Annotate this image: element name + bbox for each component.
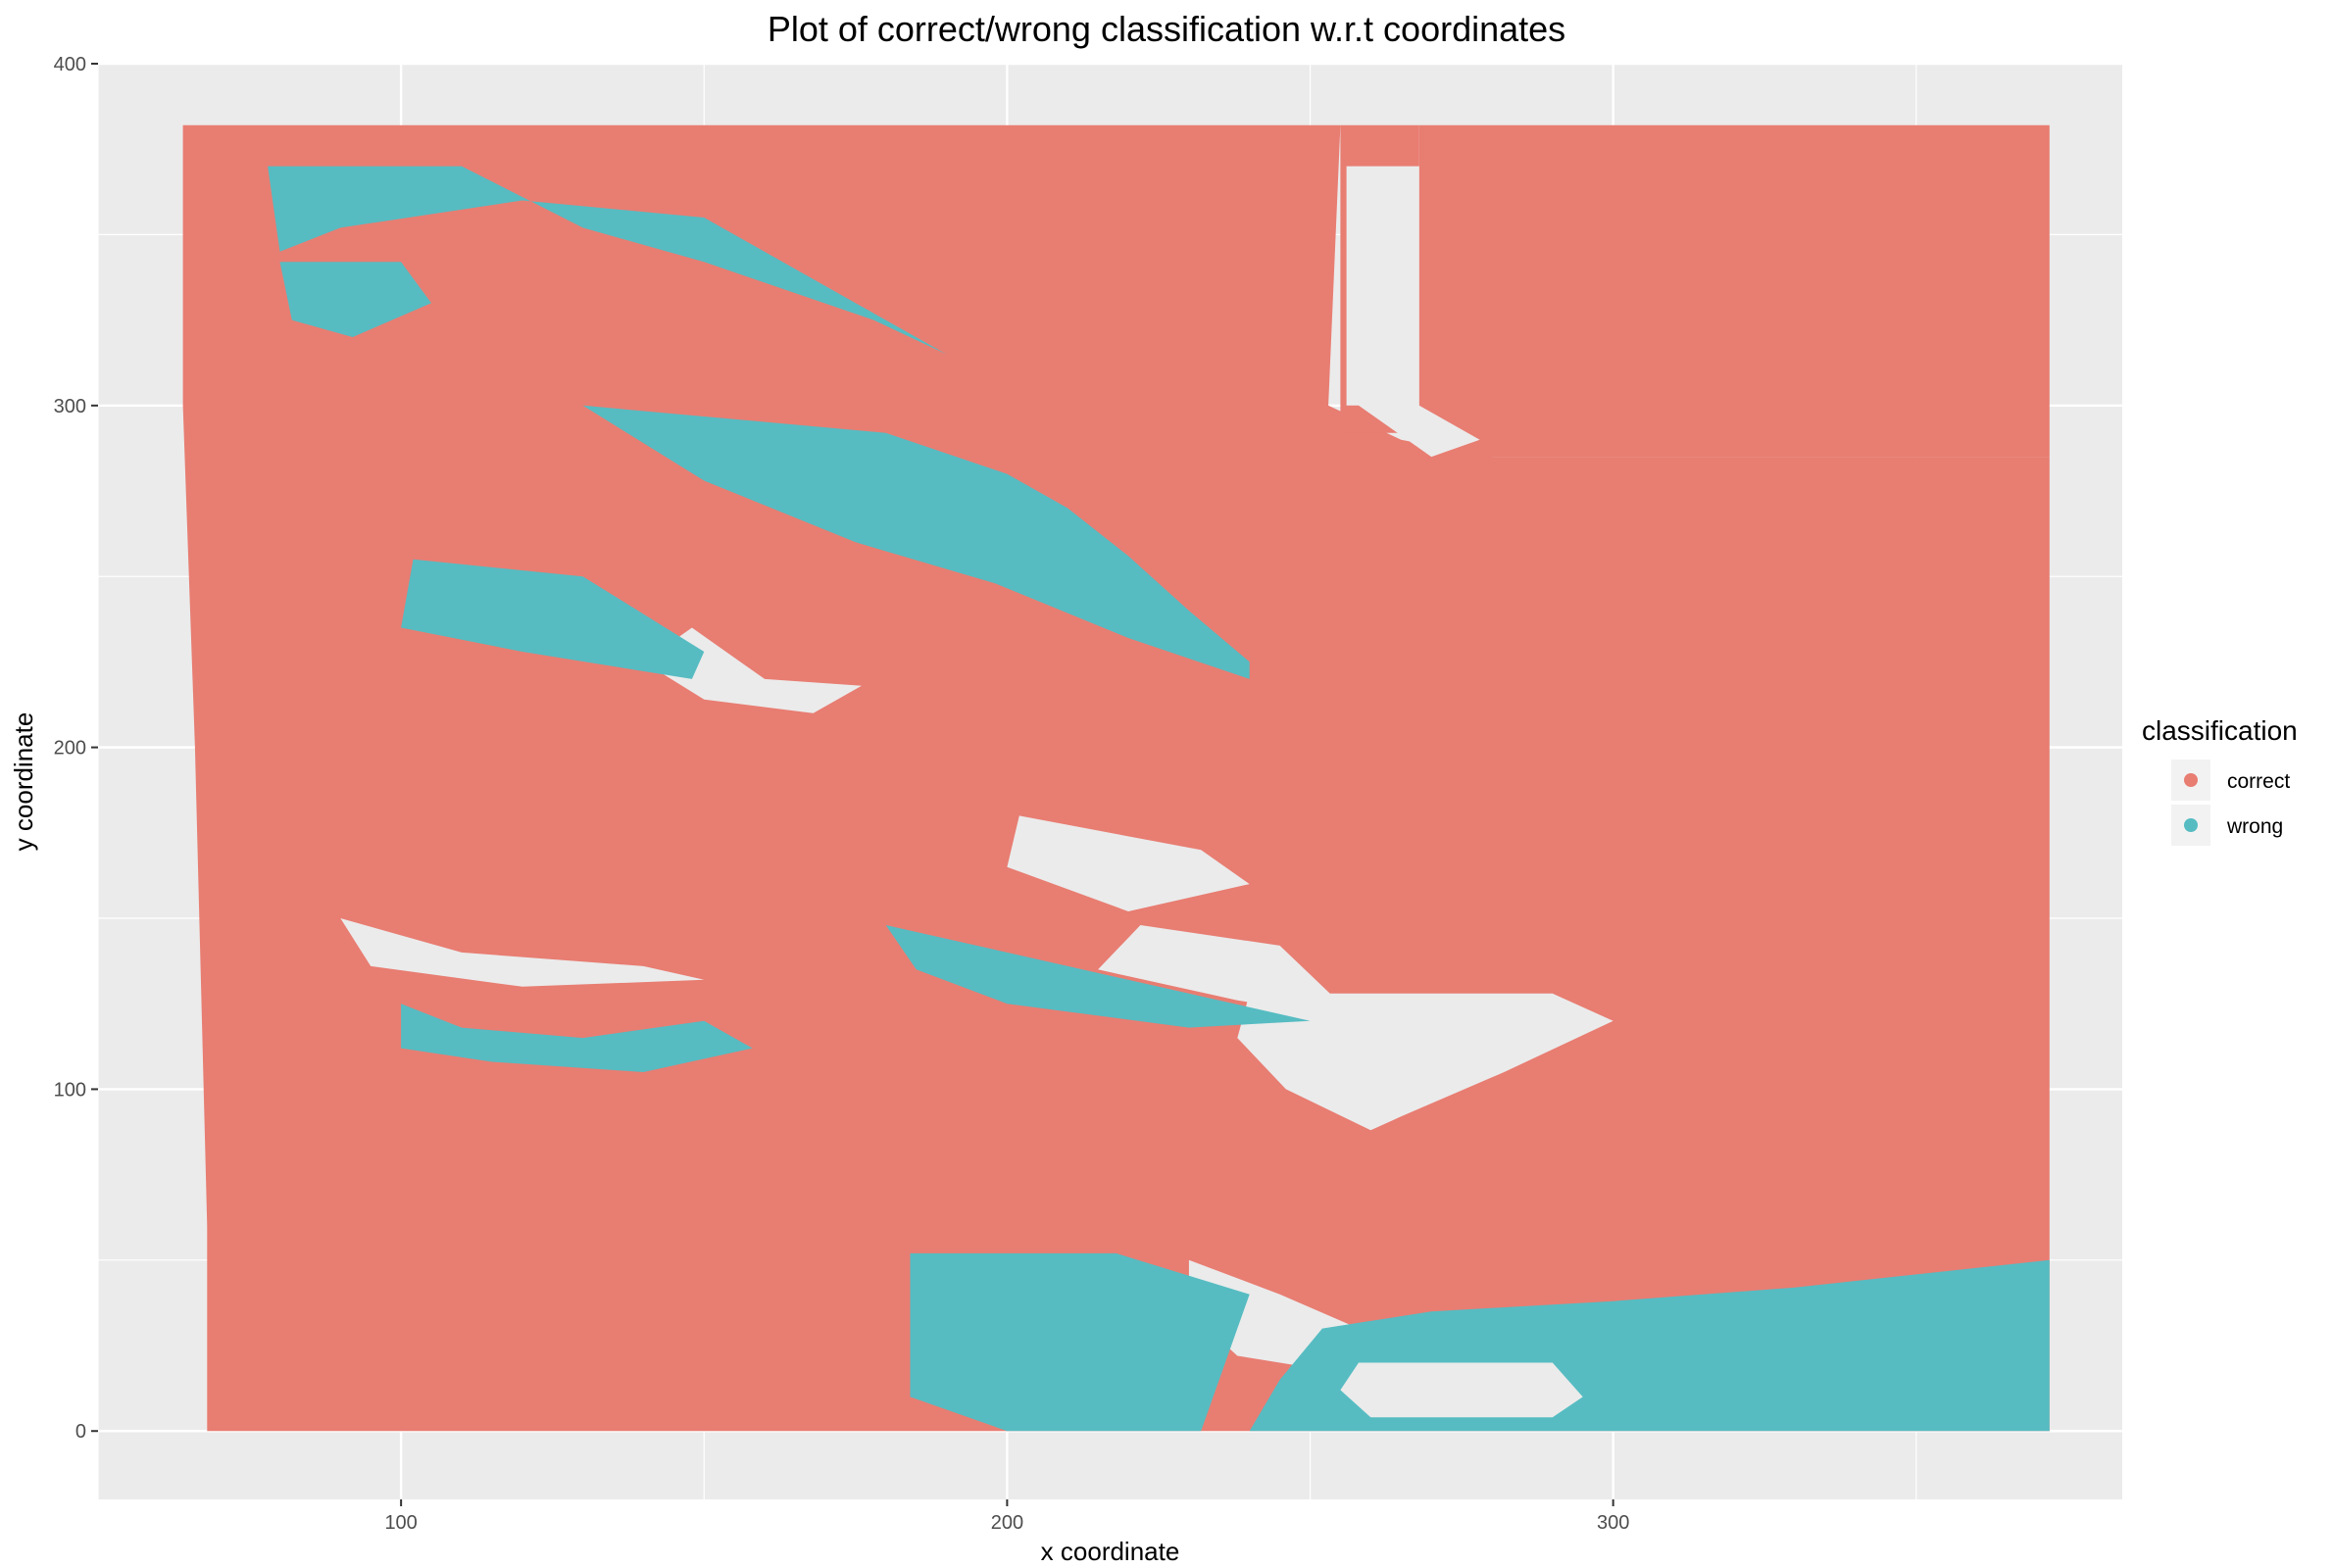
region-correct bbox=[1418, 124, 2050, 458]
chart-title: Plot of correct/wrong classification w.r… bbox=[768, 9, 1565, 49]
x-tick-label: 100 bbox=[384, 1512, 417, 1534]
legend-key-wrong bbox=[2184, 818, 2198, 832]
y-tick-label: 400 bbox=[54, 54, 86, 75]
legend-title: classification bbox=[2142, 715, 2298, 746]
plot-data bbox=[182, 124, 2050, 1432]
legend-entries: correct wrong bbox=[2171, 760, 2290, 846]
region-wrong bbox=[401, 559, 705, 679]
legend: classification correct wrong bbox=[2142, 715, 2298, 846]
gap-correct bbox=[1237, 993, 1613, 1131]
gap-correct bbox=[340, 918, 705, 987]
y-axis-ticks: 0 100 200 300 400 bbox=[54, 54, 98, 1443]
legend-label: wrong bbox=[2226, 815, 2283, 838]
gap-correct bbox=[1346, 166, 1480, 458]
region-wrong bbox=[268, 166, 947, 355]
gap-wrong bbox=[1340, 1362, 1583, 1418]
legend-entry-correct: correct bbox=[2171, 760, 2290, 801]
gap-correct bbox=[1007, 815, 1250, 911]
x-tick-label: 200 bbox=[991, 1512, 1023, 1534]
region-correct bbox=[995, 124, 2050, 1432]
y-tick-label: 200 bbox=[54, 738, 86, 760]
region-wrong bbox=[582, 405, 1250, 679]
region-wrong bbox=[910, 1252, 1250, 1432]
legend-label: correct bbox=[2227, 770, 2290, 793]
legend-entry-wrong: wrong bbox=[2171, 805, 2283, 846]
y-tick-label: 300 bbox=[54, 396, 86, 417]
x-tick-label: 300 bbox=[1597, 1512, 1629, 1534]
x-axis-ticks: 100 200 300 bbox=[384, 1499, 1629, 1534]
region-wrong bbox=[885, 925, 1311, 1028]
region-wrong bbox=[401, 1004, 753, 1072]
x-axis-title: x coordinate bbox=[1041, 1537, 1180, 1566]
series-wrong bbox=[268, 166, 2050, 1432]
region-wrong bbox=[279, 262, 431, 337]
y-tick-label: 100 bbox=[54, 1079, 86, 1101]
y-axis-title: y coordinate bbox=[9, 712, 38, 852]
series-correct bbox=[182, 124, 2050, 1432]
y-tick-label: 0 bbox=[75, 1421, 86, 1443]
legend-key-correct bbox=[2184, 773, 2198, 787]
